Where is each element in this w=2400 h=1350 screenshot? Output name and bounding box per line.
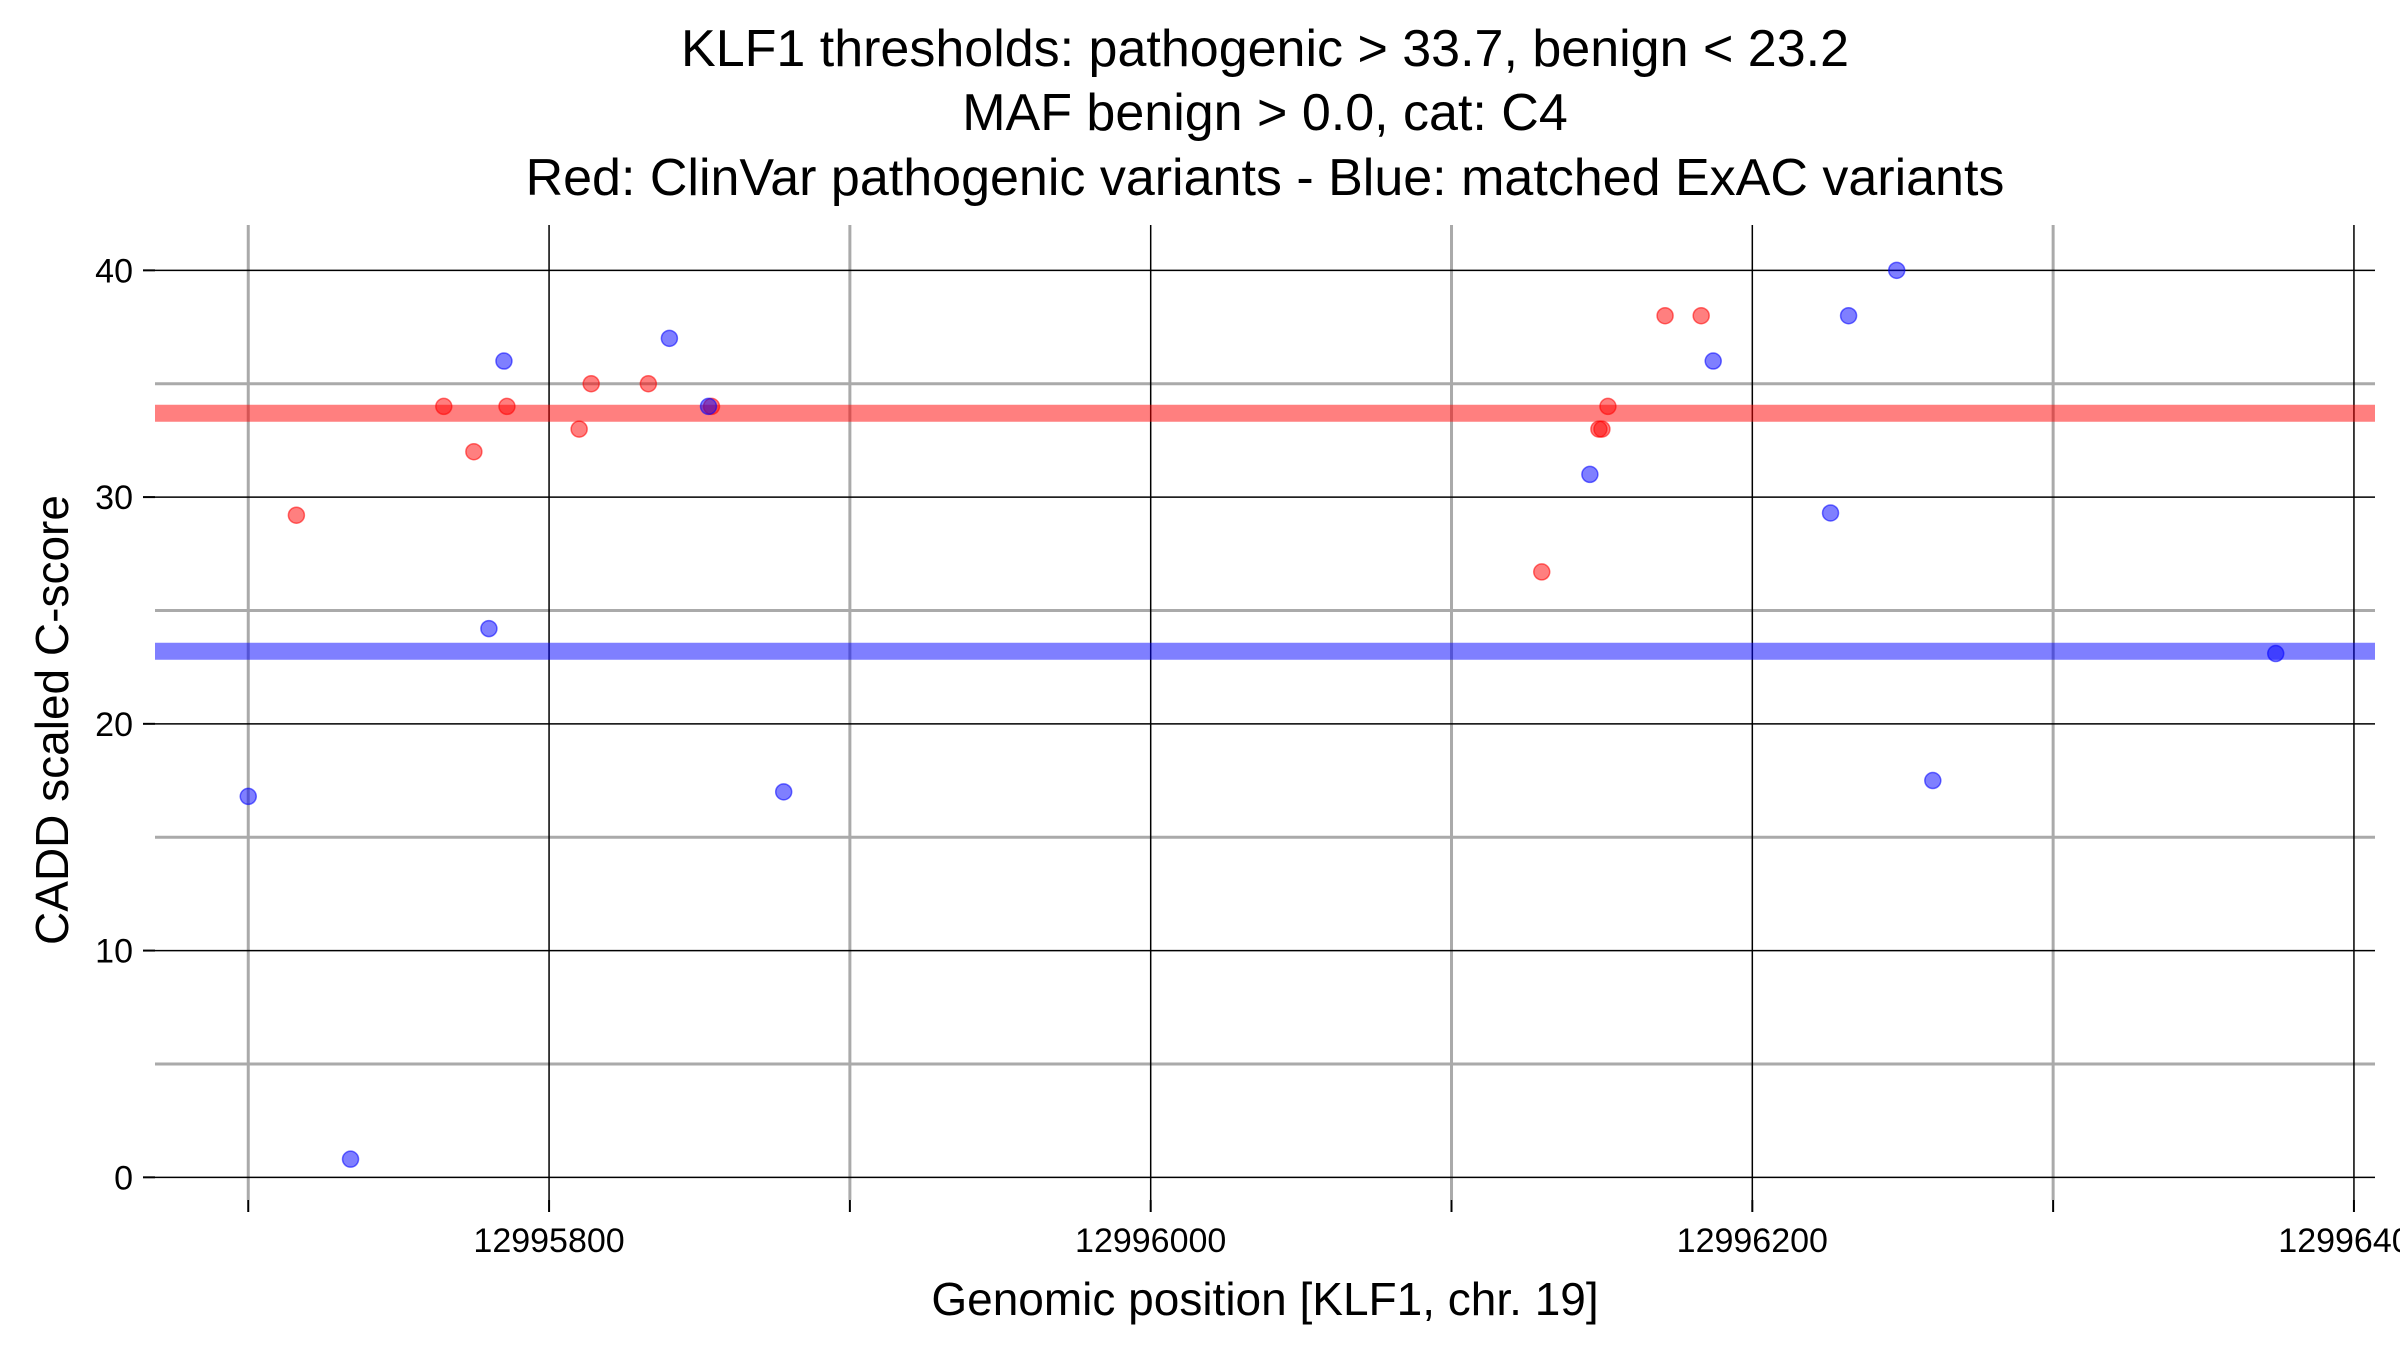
- point-clinvar: [639, 374, 658, 393]
- axes: 12995800 12996000 12996200 12996400 0 10 20 30 4…: [95, 252, 2400, 1260]
- title-line-1: KLF1 thresholds: pathogenic > 33.7, beni…: [681, 20, 1849, 78]
- point-exac: [1581, 465, 1599, 484]
- point-clinvar: [1599, 397, 1617, 416]
- point-exac: [341, 1150, 360, 1168]
- point-clinvar: [287, 506, 306, 524]
- threshold-lines: [155, 404, 2375, 660]
- point-exac: [774, 783, 793, 801]
- point-exac: [1821, 504, 1840, 522]
- minor-gridlines: [155, 225, 2375, 1200]
- chart-title: KLF1 thresholds: pathogenic > 33.7, beni…: [526, 20, 2005, 207]
- point-exac: [2266, 644, 2285, 663]
- x-tick-label: 12996000: [1075, 1222, 1226, 1260]
- point-clinvar: [582, 374, 600, 393]
- point-clinvar: [1593, 420, 1611, 438]
- point-clinvar: [570, 420, 588, 438]
- point-clinvar: [465, 442, 483, 461]
- x-tick-label: 12995800: [473, 1222, 624, 1260]
- y-tick-label: 20: [95, 706, 133, 744]
- y-tick-label: 10: [95, 933, 133, 971]
- point-exac: [1887, 261, 1906, 280]
- point-exac: [239, 787, 258, 806]
- point-exac: [1704, 352, 1722, 370]
- title-line-3: Red: ClinVar pathogenic variants - Blue:…: [526, 149, 2005, 207]
- x-tick-label: 12996400: [2278, 1222, 2400, 1260]
- y-tick-label: 0: [114, 1159, 133, 1197]
- y-tick-label: 30: [95, 479, 133, 517]
- point-exac: [1839, 306, 1858, 325]
- point-exac: [495, 352, 513, 370]
- x-axis-title: Genomic position [KLF1, chr. 19]: [931, 1273, 1598, 1325]
- point-clinvar: [1532, 563, 1551, 581]
- point-exac: [480, 619, 498, 638]
- point-exac: [1924, 771, 1942, 790]
- major-gridlines: [155, 225, 2375, 1200]
- point-clinvar: [1656, 306, 1674, 325]
- point-clinvar: [435, 397, 453, 416]
- point-clinvar: [1692, 306, 1710, 325]
- point-exac: [660, 329, 679, 348]
- y-axis-title: CADD scaled C-score: [26, 495, 78, 945]
- y-tick-label: 40: [95, 252, 133, 290]
- x-tick-label: 12996200: [1677, 1222, 1828, 1260]
- point-exac: [699, 397, 718, 416]
- data-points: [239, 261, 2285, 1168]
- title-line-2: MAF benign > 0.0, cat: C4: [962, 84, 1568, 142]
- point-clinvar: [498, 397, 516, 416]
